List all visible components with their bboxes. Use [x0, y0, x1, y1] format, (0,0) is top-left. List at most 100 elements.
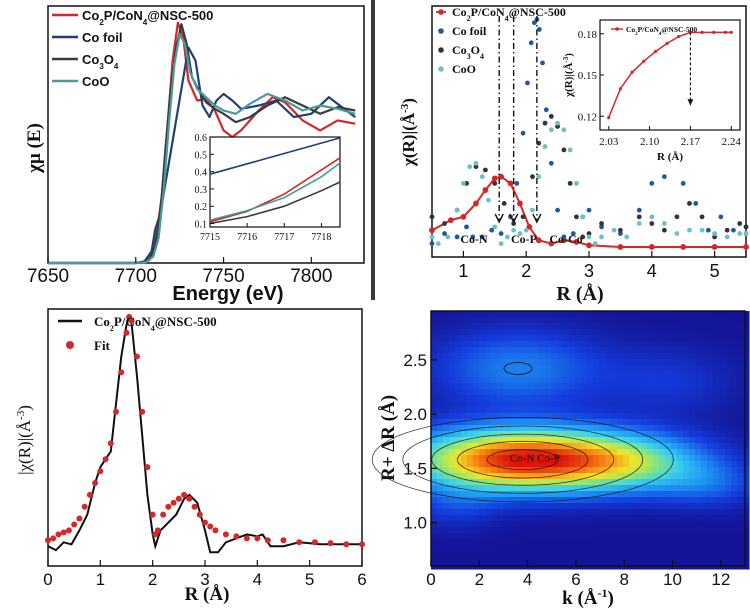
heatmap-cell: [707, 557, 714, 564]
heatmap-cell: [713, 329, 720, 336]
heatmap-cell: [653, 317, 660, 324]
heatmap-cell: [599, 551, 606, 558]
panel-b-point-1: [693, 201, 699, 206]
heatmap-cell: [473, 401, 480, 408]
heatmap-cell: [731, 317, 738, 324]
heatmap-cell: [725, 533, 732, 540]
heatmap-cell: [683, 485, 690, 492]
heatmap-cell: [479, 473, 486, 480]
heatmap-cell: [449, 341, 456, 348]
heatmap-cell: [713, 533, 720, 540]
heatmap-cell: [437, 461, 444, 468]
heatmap-cell: [719, 557, 726, 564]
heatmap-cell: [671, 329, 678, 336]
heatmap-cell: [527, 539, 534, 546]
heatmap-cell: [503, 491, 510, 498]
heatmap-cell: [731, 359, 738, 366]
heatmap-cell: [527, 509, 534, 516]
heatmap-cell: [545, 455, 552, 462]
panel-b-legend-label: Co3O4: [452, 43, 484, 61]
heatmap-cell: [665, 521, 672, 528]
heatmap-cell: [647, 353, 654, 360]
panel-b-legend-label: Co2P/CoN4@NSC-500: [452, 5, 566, 23]
heatmap-cell: [707, 461, 714, 468]
heatmap-cell: [635, 317, 642, 324]
panel-b-point-3: [542, 144, 548, 149]
heatmap-cell: [725, 437, 732, 444]
panel-d-y-tick-label: 1.5: [403, 459, 427, 478]
heatmap-cell: [479, 419, 486, 426]
heatmap-cell: [467, 437, 474, 444]
heatmap-cell: [635, 527, 642, 534]
heatmap-cell: [485, 479, 492, 486]
heatmap-cell: [701, 311, 708, 318]
heatmap-cell: [551, 473, 558, 480]
heatmap-cell: [575, 377, 582, 384]
heatmap-cell: [533, 467, 540, 474]
heatmap-cell: [515, 449, 522, 456]
panel-c-fit-point: [196, 511, 203, 518]
heatmap-cell: [677, 419, 684, 426]
heatmap-cell: [491, 335, 498, 342]
heatmap-cell: [521, 545, 528, 552]
panel-a-legend-label: CoO: [82, 74, 109, 89]
heatmap-cell: [539, 461, 546, 468]
heatmap-cell: [665, 491, 672, 498]
heatmap-cell: [545, 335, 552, 342]
panel-b-point-1: [464, 224, 469, 230]
panel-b-point-2: [586, 231, 592, 236]
heatmap-cell: [563, 335, 570, 342]
heatmap-cell: [443, 353, 450, 360]
heatmap-cell: [707, 533, 714, 540]
heatmap-cell: [737, 401, 744, 408]
heatmap-cell: [647, 413, 654, 420]
heatmap-cell: [605, 557, 612, 564]
heatmap-cell: [437, 503, 444, 510]
panel-c-fit-point: [343, 541, 350, 548]
heatmap-cell: [437, 557, 444, 564]
heatmap-cell: [701, 407, 708, 414]
heatmap-cell: [689, 335, 696, 342]
heatmap-cell: [503, 539, 510, 546]
panel-b-point-1: [520, 130, 526, 136]
heatmap-cell: [569, 527, 576, 534]
heatmap-cell: [587, 545, 594, 552]
heatmap-cell: [527, 491, 534, 498]
heatmap-cell: [521, 317, 528, 324]
heatmap-cell: [437, 437, 444, 444]
heatmap-cell: [665, 437, 672, 444]
heatmap-cell: [719, 551, 726, 558]
panel-b-series: [429, 16, 749, 250]
heatmap-cell: [449, 551, 456, 558]
heatmap-cell: [479, 413, 486, 420]
heatmap-cell: [617, 347, 624, 354]
panel-a-x-tick-label: 7650: [27, 266, 69, 287]
heatmap-cell: [689, 341, 696, 348]
heatmap-cell: [491, 557, 498, 564]
heatmap-cell: [605, 503, 612, 510]
heatmap-cell: [647, 449, 654, 456]
heatmap-cell: [635, 395, 642, 402]
heatmap-cell: [509, 335, 516, 342]
heatmap-cell: [503, 383, 510, 390]
heatmap-cell: [683, 467, 690, 474]
heatmap-cell: [491, 491, 498, 498]
heatmap-cell: [431, 377, 438, 384]
heatmap-cell: [683, 323, 690, 330]
heatmap-cell: [659, 317, 666, 324]
panel-b-point-0: [535, 237, 542, 244]
heatmap-cell: [515, 317, 522, 324]
heatmap-cell: [455, 413, 462, 420]
heatmap-cell: [497, 473, 504, 480]
heatmap-cell: [623, 521, 630, 528]
heatmap-cell: [497, 503, 504, 510]
heatmap-cell: [623, 425, 630, 432]
heatmap-cell: [653, 419, 660, 426]
heatmap-cell: [467, 341, 474, 348]
heatmap-cell: [737, 557, 744, 564]
panel-b-point-2: [429, 214, 435, 220]
heatmap-cell: [635, 497, 642, 504]
heatmap-cell: [737, 551, 744, 558]
heatmap-cell: [701, 371, 708, 378]
